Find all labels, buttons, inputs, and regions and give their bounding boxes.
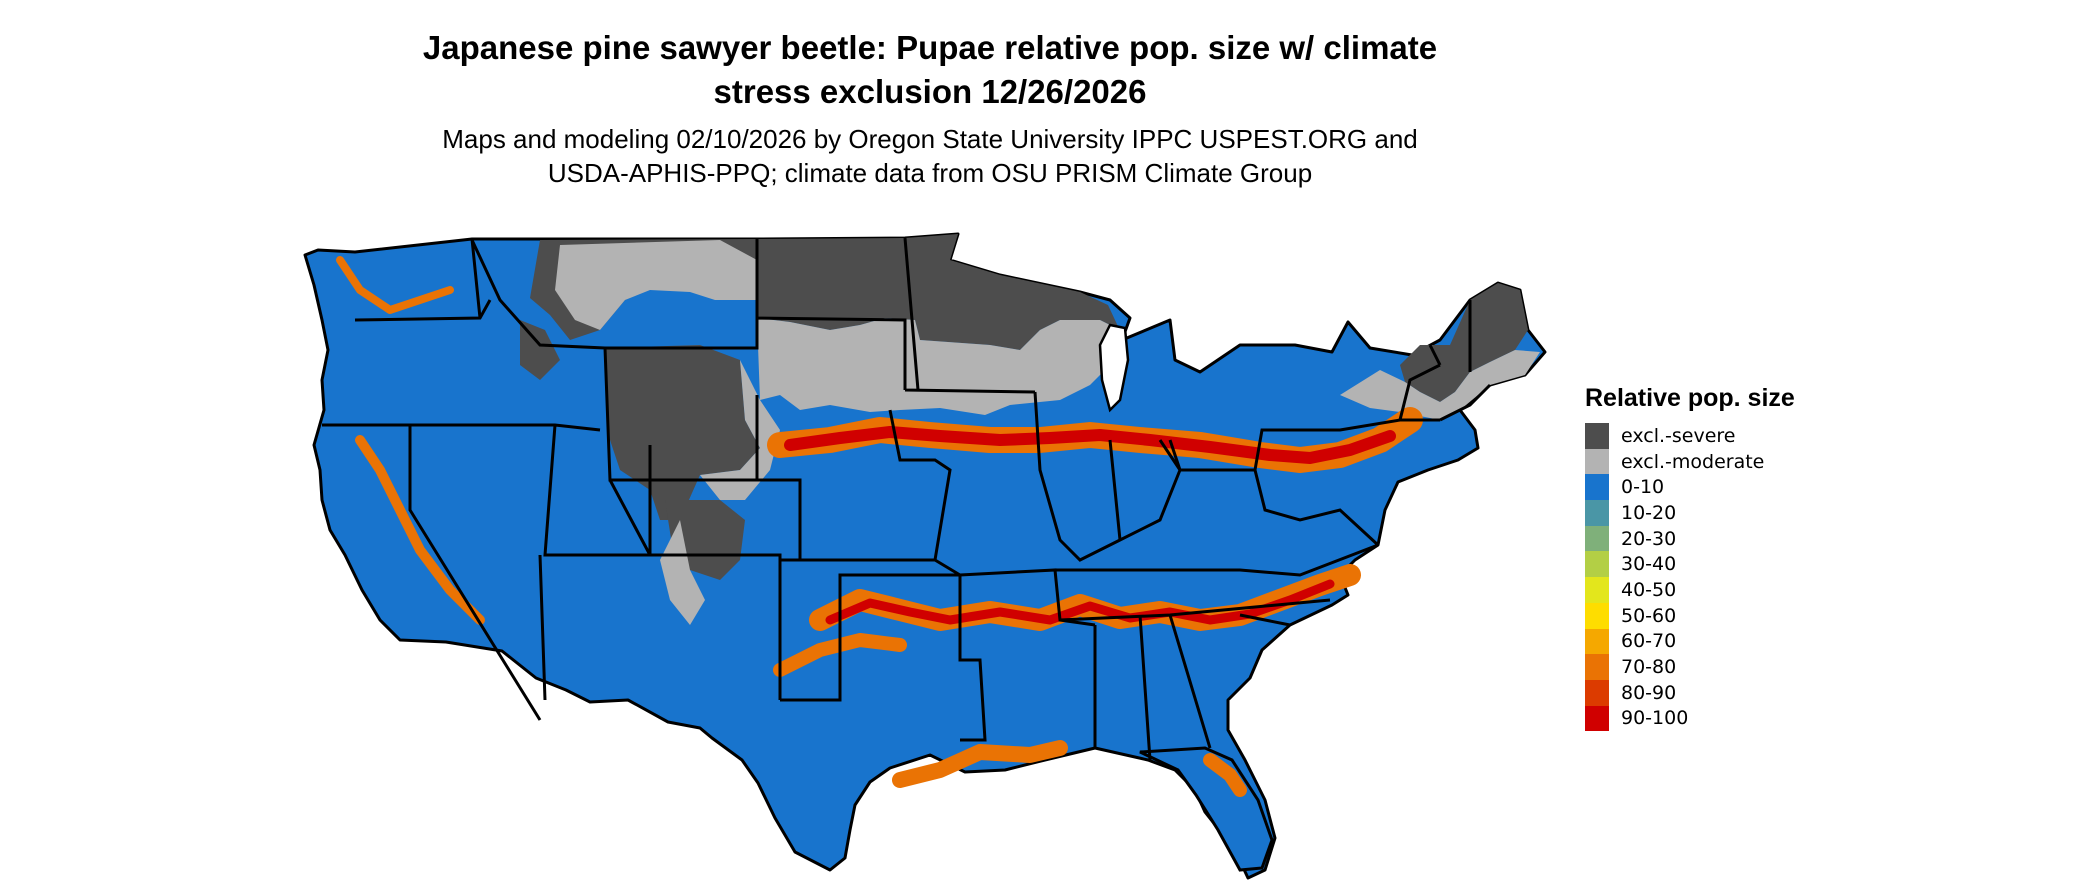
- excl-severe-zone-new-england: [1400, 283, 1528, 402]
- legend-item: 40-50: [1585, 577, 1795, 603]
- title-line-2: stress exclusion 12/26/2026: [713, 73, 1147, 110]
- legend-swatch: [1585, 448, 1609, 475]
- legend-label: 10-20: [1621, 501, 1677, 524]
- border-western-tier: [322, 423, 782, 721]
- legend-item: 90-100: [1585, 705, 1795, 732]
- hotspot-band-red: [784, 426, 1396, 464]
- legend-items: excl.-severe excl.-moderate 0-10 10-20 20-30…: [1585, 423, 1795, 732]
- legend-label: 90-100: [1621, 707, 1689, 730]
- legend-item: 70-80: [1585, 654, 1795, 680]
- border-northeast: [1398, 300, 1492, 422]
- legend-label: excl.-moderate: [1621, 450, 1765, 473]
- border-eastern-tier: [959, 391, 1440, 627]
- hotspot-band-northwest-orange: [336, 256, 454, 314]
- hotspot-band-west-orange: [355, 435, 485, 625]
- legend-swatch: [1585, 602, 1609, 629]
- hotspot-bands: [336, 256, 1423, 797]
- excl-moderate-zone-rockies: [700, 360, 780, 500]
- hotspot-band-florida-orange: [1203, 753, 1247, 797]
- excl-moderate-zone-northeast: [1340, 350, 1540, 420]
- excl-moderate-zone-montana: [555, 240, 757, 330]
- legend-label: 40-50: [1621, 578, 1677, 601]
- map-subtitle: Maps and modeling 02/10/2026 by Oregon S…: [0, 122, 1860, 190]
- legend-swatch: [1585, 628, 1609, 655]
- legend-item: 10-20: [1585, 500, 1795, 526]
- florida-peninsula: [1139, 746, 1274, 872]
- legend-item: 80-90: [1585, 679, 1795, 706]
- legend-item: 0-10: [1585, 474, 1795, 501]
- legend-swatch: [1585, 474, 1609, 501]
- excl-moderate-zone-southwest: [660, 520, 705, 625]
- legend-swatch: [1585, 577, 1609, 603]
- legend-swatch: [1585, 705, 1609, 732]
- excl-severe-zone-wyoming: [605, 345, 760, 520]
- map-title: Japanese pine sawyer beetle: Pupae relat…: [0, 26, 1860, 114]
- legend-title: Relative pop. size: [1585, 384, 1795, 412]
- us-population-map: [303, 232, 1547, 880]
- legend: Relative pop. size excl.-severe excl.-mod…: [1585, 383, 1795, 732]
- legend-label: 70-80: [1621, 656, 1677, 679]
- hotspot-band-gulf-orange: [892, 740, 1068, 788]
- legend-item: 30-40: [1585, 551, 1795, 578]
- title-line-1: Japanese pine sawyer beetle: Pupae relat…: [422, 29, 1438, 66]
- legend-label: 0-10: [1621, 476, 1665, 499]
- legend-label: 30-40: [1621, 553, 1677, 576]
- legend-item: excl.-moderate: [1585, 448, 1795, 475]
- legend-label: excl.-severe: [1621, 424, 1736, 447]
- legend-item: 20-30: [1585, 525, 1795, 552]
- state-borders: [322, 237, 1492, 761]
- border-southern-tier: [1055, 543, 1379, 761]
- excl-severe-zone-upper-midwest: [757, 234, 1122, 350]
- border-northern-tier: [354, 237, 1036, 482]
- legend-swatch: [1585, 679, 1609, 706]
- legend-swatch: [1585, 654, 1609, 680]
- hotspot-band-south-red: [825, 579, 1335, 625]
- legend-item: 50-60: [1585, 602, 1795, 629]
- lake-michigan: [1098, 323, 1130, 413]
- legend-item: 60-70: [1585, 628, 1795, 655]
- legend-item: excl.-severe: [1585, 423, 1795, 449]
- subtitle-line-1: Maps and modeling 02/10/2026 by Oregon S…: [442, 124, 1418, 154]
- subtitle-line-2: USDA-APHIS-PPQ; climate data from OSU PR…: [547, 158, 1313, 188]
- border-central-tier: [757, 409, 987, 742]
- legend-label: 50-60: [1621, 604, 1677, 627]
- legend-swatch: [1585, 525, 1609, 552]
- legend-swatch: [1585, 551, 1609, 578]
- legend-label: 80-90: [1621, 681, 1677, 704]
- legend-label: 60-70: [1621, 630, 1677, 653]
- legend-swatch: [1585, 423, 1609, 449]
- legend-label: 20-30: [1621, 527, 1677, 550]
- legend-swatch: [1585, 500, 1609, 526]
